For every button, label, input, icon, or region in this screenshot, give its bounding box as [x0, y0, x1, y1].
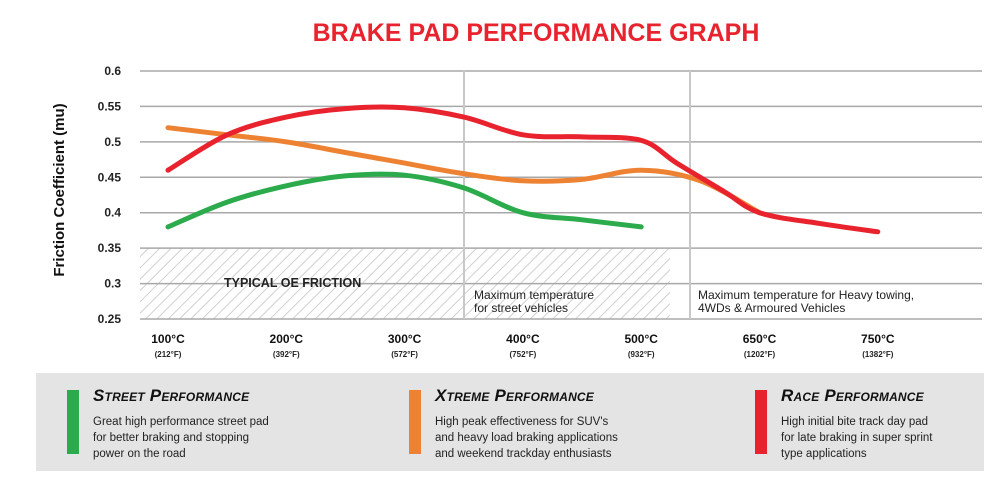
x-tick-sublabel: (572°F)	[391, 350, 418, 359]
legend-description-race: High initial bite track day pad for late…	[781, 414, 1000, 462]
y-tick-label: 0.3	[104, 277, 121, 291]
zone-annotation: 4WDs & Armoured Vehicles	[698, 301, 845, 315]
legend-title-race: Race Performance	[781, 386, 924, 405]
legend-line: for better braking and stopping	[93, 432, 249, 444]
x-tick-label: 300°C	[388, 332, 422, 346]
legend-line: Great high performance street pad	[93, 416, 269, 428]
series-line-xtreme-performance	[165, 125, 762, 216]
legend-line: power on the road	[93, 448, 186, 460]
legend-color-bar-street	[67, 390, 79, 454]
zone-annotation: Maximum temperature for Heavy towing,	[698, 288, 914, 302]
legend-description-street: Great high performance street pad for be…	[93, 414, 313, 462]
y-tick-label: 0.55	[98, 99, 122, 113]
x-tick-label: 500°C	[624, 332, 658, 346]
x-tick-sublabel: (392°F)	[273, 350, 300, 359]
series-line-street-performance	[165, 171, 644, 230]
chart-title: BRAKE PAD PERFORMANCE GRAPH	[313, 19, 760, 47]
legend-line: for late braking in super sprint	[781, 432, 933, 444]
legend-description-xtreme: High peak effectiveness for SUV's and he…	[435, 414, 655, 462]
x-tick-sublabel: (752°F)	[510, 350, 537, 359]
legend-line: High peak effectiveness for SUV's	[435, 416, 609, 428]
zone-annotation: for street vehicles	[474, 301, 568, 315]
series-line-race-performance	[165, 104, 881, 235]
legend-line: and heavy load braking applications	[435, 432, 618, 444]
legend-title-street: Street Performance	[93, 386, 250, 405]
legend-line: type applications	[781, 448, 867, 460]
x-tick-label: 750°C	[861, 332, 895, 346]
y-tick-label: 0.25	[98, 312, 122, 326]
x-tick-sublabel: (1202°F)	[744, 350, 776, 359]
x-tick-label: 400°C	[506, 332, 540, 346]
x-tick-label: 650°C	[743, 332, 777, 346]
legend-line: High initial bite track day pad	[781, 416, 929, 428]
legend-title-xtreme: Xtreme Performance	[435, 386, 594, 405]
legend-color-bar-race	[755, 390, 767, 454]
x-tick-sublabel: (932°F)	[628, 350, 655, 359]
legend-color-bar-xtreme	[409, 390, 421, 454]
y-tick-label: 0.6	[104, 64, 121, 78]
y-axis-label: Friction Coefficient (mu)	[51, 103, 68, 276]
x-tick-sublabel: (1382°F)	[862, 350, 894, 359]
y-tick-label: 0.5	[104, 135, 121, 149]
x-tick-label: 100°C	[151, 332, 185, 346]
x-tick-label: 200°C	[270, 332, 304, 346]
oe-friction-label: TYPICAL OE FRICTION	[224, 276, 361, 290]
y-tick-label: 0.35	[98, 241, 122, 255]
y-tick-label: 0.45	[98, 170, 122, 184]
y-tick-label: 0.4	[104, 206, 121, 220]
x-tick-sublabel: (212°F)	[155, 350, 182, 359]
legend-line: and weekend trackday enthusiasts	[435, 448, 612, 460]
brake-pad-chart: BRAKE PAD PERFORMANCE GRAPH 0.6 0.55 0.5 0.…	[51, 19, 982, 359]
legend-panel: Street Performance Great high performanc…	[36, 373, 984, 471]
zone-annotation: Maximum temperature	[474, 288, 594, 302]
